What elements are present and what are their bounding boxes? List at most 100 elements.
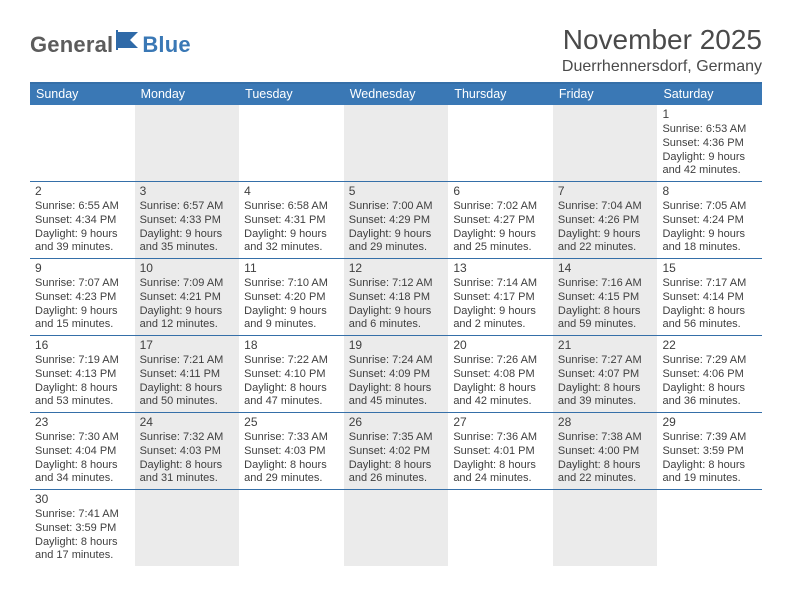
logo-text-general: General bbox=[30, 32, 113, 58]
calendar-cell: 22Sunrise: 7:29 AMSunset: 4:06 PMDayligh… bbox=[657, 336, 762, 412]
calendar-cell: 18Sunrise: 7:22 AMSunset: 4:10 PMDayligh… bbox=[239, 336, 344, 412]
calendar-cell: 25Sunrise: 7:33 AMSunset: 4:03 PMDayligh… bbox=[239, 413, 344, 489]
day-number: 10 bbox=[140, 261, 235, 276]
day-number: 23 bbox=[35, 415, 130, 430]
sunset-line: Sunset: 4:06 PM bbox=[662, 368, 757, 382]
daylight-line: Daylight: 9 hours and 42 minutes. bbox=[662, 151, 757, 179]
sunrise-line: Sunrise: 7:22 AM bbox=[244, 354, 339, 368]
daylight-line: Daylight: 9 hours and 32 minutes. bbox=[244, 228, 339, 256]
calendar-cell: 28Sunrise: 7:38 AMSunset: 4:00 PMDayligh… bbox=[553, 413, 658, 489]
calendar-cell: 6Sunrise: 7:02 AMSunset: 4:27 PMDaylight… bbox=[448, 182, 553, 258]
sunset-line: Sunset: 4:33 PM bbox=[140, 214, 235, 228]
calendar-cell: 26Sunrise: 7:35 AMSunset: 4:02 PMDayligh… bbox=[344, 413, 449, 489]
sunrise-line: Sunrise: 7:33 AM bbox=[244, 431, 339, 445]
sunset-line: Sunset: 4:14 PM bbox=[662, 291, 757, 305]
flag-icon bbox=[116, 30, 140, 55]
sunset-line: Sunset: 4:03 PM bbox=[244, 445, 339, 459]
daylight-line: Daylight: 8 hours and 31 minutes. bbox=[140, 459, 235, 487]
calendar-cell: 3Sunrise: 6:57 AMSunset: 4:33 PMDaylight… bbox=[135, 182, 240, 258]
day-number: 1 bbox=[662, 107, 757, 122]
calendar-cell bbox=[239, 105, 344, 181]
daylight-line: Daylight: 8 hours and 29 minutes. bbox=[244, 459, 339, 487]
calendar-body: 1Sunrise: 6:53 AMSunset: 4:36 PMDaylight… bbox=[30, 105, 762, 566]
sunset-line: Sunset: 4:27 PM bbox=[453, 214, 548, 228]
daylight-line: Daylight: 8 hours and 17 minutes. bbox=[35, 536, 130, 564]
sunset-line: Sunset: 4:00 PM bbox=[558, 445, 653, 459]
day-number: 9 bbox=[35, 261, 130, 276]
sunset-line: Sunset: 4:31 PM bbox=[244, 214, 339, 228]
calendar-cell bbox=[30, 105, 135, 181]
day-number: 6 bbox=[453, 184, 548, 199]
day-header: Saturday bbox=[657, 84, 762, 105]
sunset-line: Sunset: 4:20 PM bbox=[244, 291, 339, 305]
daylight-line: Daylight: 9 hours and 29 minutes. bbox=[349, 228, 444, 256]
sunrise-line: Sunrise: 7:26 AM bbox=[453, 354, 548, 368]
daylight-line: Daylight: 9 hours and 25 minutes. bbox=[453, 228, 548, 256]
day-number: 13 bbox=[453, 261, 548, 276]
calendar-cell: 7Sunrise: 7:04 AMSunset: 4:26 PMDaylight… bbox=[553, 182, 658, 258]
sunset-line: Sunset: 4:07 PM bbox=[558, 368, 653, 382]
sunset-line: Sunset: 4:09 PM bbox=[349, 368, 444, 382]
calendar-cell: 13Sunrise: 7:14 AMSunset: 4:17 PMDayligh… bbox=[448, 259, 553, 335]
calendar-cell: 4Sunrise: 6:58 AMSunset: 4:31 PMDaylight… bbox=[239, 182, 344, 258]
calendar-cell: 30Sunrise: 7:41 AMSunset: 3:59 PMDayligh… bbox=[30, 490, 135, 566]
day-number: 22 bbox=[662, 338, 757, 353]
header: General Blue November 2025 Duerrhennersd… bbox=[30, 24, 762, 76]
sunset-line: Sunset: 4:01 PM bbox=[453, 445, 548, 459]
daylight-line: Daylight: 8 hours and 53 minutes. bbox=[35, 382, 130, 410]
sunset-line: Sunset: 3:59 PM bbox=[35, 522, 130, 536]
sunset-line: Sunset: 4:26 PM bbox=[558, 214, 653, 228]
daylight-line: Daylight: 8 hours and 36 minutes. bbox=[662, 382, 757, 410]
sunrise-line: Sunrise: 7:41 AM bbox=[35, 508, 130, 522]
day-number: 17 bbox=[140, 338, 235, 353]
sunset-line: Sunset: 4:23 PM bbox=[35, 291, 130, 305]
calendar-cell: 23Sunrise: 7:30 AMSunset: 4:04 PMDayligh… bbox=[30, 413, 135, 489]
sunrise-line: Sunrise: 7:14 AM bbox=[453, 277, 548, 291]
sunrise-line: Sunrise: 7:39 AM bbox=[662, 431, 757, 445]
day-number: 8 bbox=[662, 184, 757, 199]
sunrise-line: Sunrise: 7:19 AM bbox=[35, 354, 130, 368]
calendar-cell: 24Sunrise: 7:32 AMSunset: 4:03 PMDayligh… bbox=[135, 413, 240, 489]
calendar-cell: 17Sunrise: 7:21 AMSunset: 4:11 PMDayligh… bbox=[135, 336, 240, 412]
sunset-line: Sunset: 4:18 PM bbox=[349, 291, 444, 305]
sunset-line: Sunset: 4:24 PM bbox=[662, 214, 757, 228]
daylight-line: Daylight: 8 hours and 24 minutes. bbox=[453, 459, 548, 487]
sunset-line: Sunset: 4:17 PM bbox=[453, 291, 548, 305]
week-row: 1Sunrise: 6:53 AMSunset: 4:36 PMDaylight… bbox=[30, 105, 762, 182]
calendar-cell bbox=[344, 105, 449, 181]
sunrise-line: Sunrise: 7:04 AM bbox=[558, 200, 653, 214]
daylight-line: Daylight: 9 hours and 6 minutes. bbox=[349, 305, 444, 333]
day-number: 27 bbox=[453, 415, 548, 430]
daylight-line: Daylight: 8 hours and 22 minutes. bbox=[558, 459, 653, 487]
daylight-line: Daylight: 8 hours and 45 minutes. bbox=[349, 382, 444, 410]
day-header: Tuesday bbox=[239, 84, 344, 105]
daylight-line: Daylight: 8 hours and 56 minutes. bbox=[662, 305, 757, 333]
calendar-cell: 11Sunrise: 7:10 AMSunset: 4:20 PMDayligh… bbox=[239, 259, 344, 335]
day-number: 7 bbox=[558, 184, 653, 199]
sunrise-line: Sunrise: 7:02 AM bbox=[453, 200, 548, 214]
sunset-line: Sunset: 4:21 PM bbox=[140, 291, 235, 305]
daylight-line: Daylight: 8 hours and 50 minutes. bbox=[140, 382, 235, 410]
day-header: Friday bbox=[553, 84, 658, 105]
sunset-line: Sunset: 3:59 PM bbox=[662, 445, 757, 459]
calendar-cell bbox=[135, 490, 240, 566]
calendar-cell: 29Sunrise: 7:39 AMSunset: 3:59 PMDayligh… bbox=[657, 413, 762, 489]
sunset-line: Sunset: 4:13 PM bbox=[35, 368, 130, 382]
daylight-line: Daylight: 8 hours and 39 minutes. bbox=[558, 382, 653, 410]
day-header: Thursday bbox=[448, 84, 553, 105]
day-number: 14 bbox=[558, 261, 653, 276]
sunrise-line: Sunrise: 7:17 AM bbox=[662, 277, 757, 291]
sunset-line: Sunset: 4:03 PM bbox=[140, 445, 235, 459]
daylight-line: Daylight: 9 hours and 39 minutes. bbox=[35, 228, 130, 256]
calendar-cell: 21Sunrise: 7:27 AMSunset: 4:07 PMDayligh… bbox=[553, 336, 658, 412]
calendar-cell: 16Sunrise: 7:19 AMSunset: 4:13 PMDayligh… bbox=[30, 336, 135, 412]
sunrise-line: Sunrise: 7:35 AM bbox=[349, 431, 444, 445]
calendar-cell: 10Sunrise: 7:09 AMSunset: 4:21 PMDayligh… bbox=[135, 259, 240, 335]
daylight-line: Daylight: 8 hours and 19 minutes. bbox=[662, 459, 757, 487]
week-row: 9Sunrise: 7:07 AMSunset: 4:23 PMDaylight… bbox=[30, 259, 762, 336]
day-number: 30 bbox=[35, 492, 130, 507]
sunrise-line: Sunrise: 7:00 AM bbox=[349, 200, 444, 214]
sunrise-line: Sunrise: 7:38 AM bbox=[558, 431, 653, 445]
daylight-line: Daylight: 8 hours and 26 minutes. bbox=[349, 459, 444, 487]
day-number: 2 bbox=[35, 184, 130, 199]
